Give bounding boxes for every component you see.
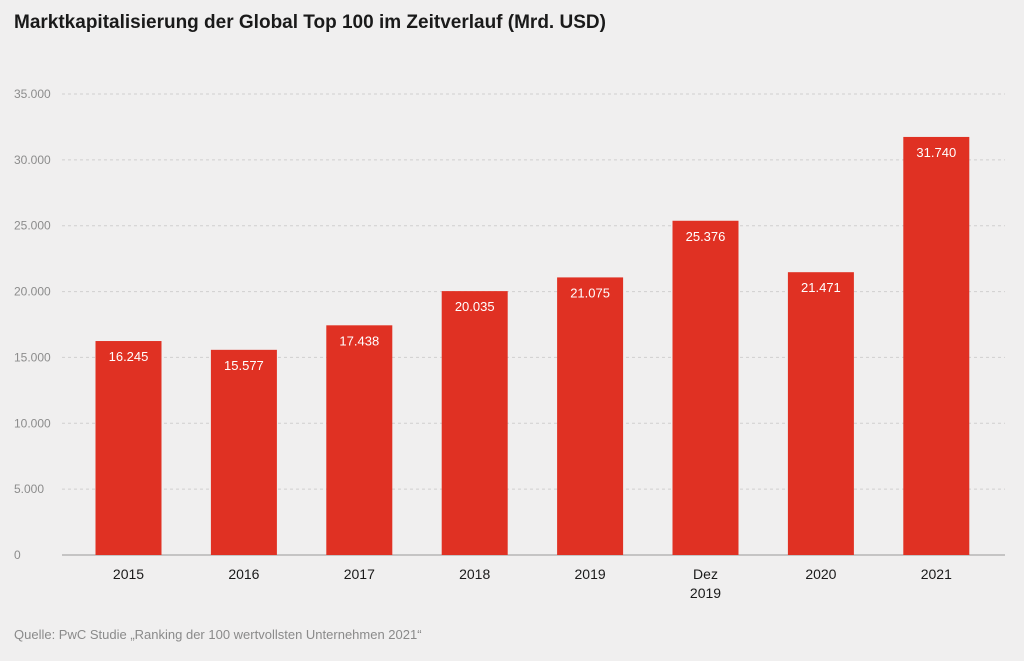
- bar: [787, 272, 854, 555]
- data-label: 16.245: [109, 349, 149, 364]
- bars: [95, 136, 970, 556]
- bar: [557, 277, 624, 555]
- bar: [210, 349, 277, 555]
- y-axis-ticks: 0 5.000 10.000 15.000 20.000 25.000 30.000 35.0…: [14, 87, 51, 562]
- y-tick-label: 5.000: [14, 482, 44, 496]
- data-label: 17.438: [339, 333, 379, 348]
- x-tick-label: 2021: [921, 566, 952, 582]
- x-tick-label: 2018: [459, 566, 490, 582]
- bar: [441, 291, 508, 555]
- y-tick-label: 10.000: [14, 416, 51, 430]
- data-label: 20.035: [455, 299, 495, 314]
- bar: [326, 325, 393, 555]
- bar: [903, 136, 970, 556]
- chart-title: Marktkapitalisierung der Global Top 100 …: [14, 12, 606, 33]
- x-tick-label: Dez 2019: [690, 566, 721, 601]
- data-labels: 16.245 15.577 17.438 20.035 21.075 25.376 21.4…: [109, 145, 957, 373]
- data-label: 21.075: [570, 285, 610, 300]
- y-tick-label: 30.000: [14, 153, 51, 167]
- y-tick-label: 15.000: [14, 350, 51, 364]
- x-tick-label: 2017: [344, 566, 375, 582]
- bar: [95, 341, 162, 555]
- x-tick-label: 2020: [805, 566, 836, 582]
- source-note: Quelle: PwC Studie „Ranking der 100 wert…: [14, 627, 422, 642]
- y-tick-label: 0: [14, 548, 21, 562]
- data-label: 25.376: [686, 229, 726, 244]
- data-label: 31.740: [916, 145, 956, 160]
- bar: [672, 220, 739, 555]
- x-tick-label: 2019: [575, 566, 606, 582]
- x-tick-label: 2015: [113, 566, 144, 582]
- y-tick-label: 20.000: [14, 285, 51, 299]
- x-tick-label: 2016: [228, 566, 259, 582]
- x-axis-labels: 2015 2016 2017 2018 2019 Dez 2019 2020 2021: [113, 566, 952, 601]
- grid-lines: [62, 93, 1005, 556]
- data-label: 21.471: [801, 280, 841, 295]
- y-tick-label: 35.000: [14, 87, 51, 101]
- data-label: 15.577: [224, 358, 264, 373]
- y-tick-label: 25.000: [14, 219, 51, 233]
